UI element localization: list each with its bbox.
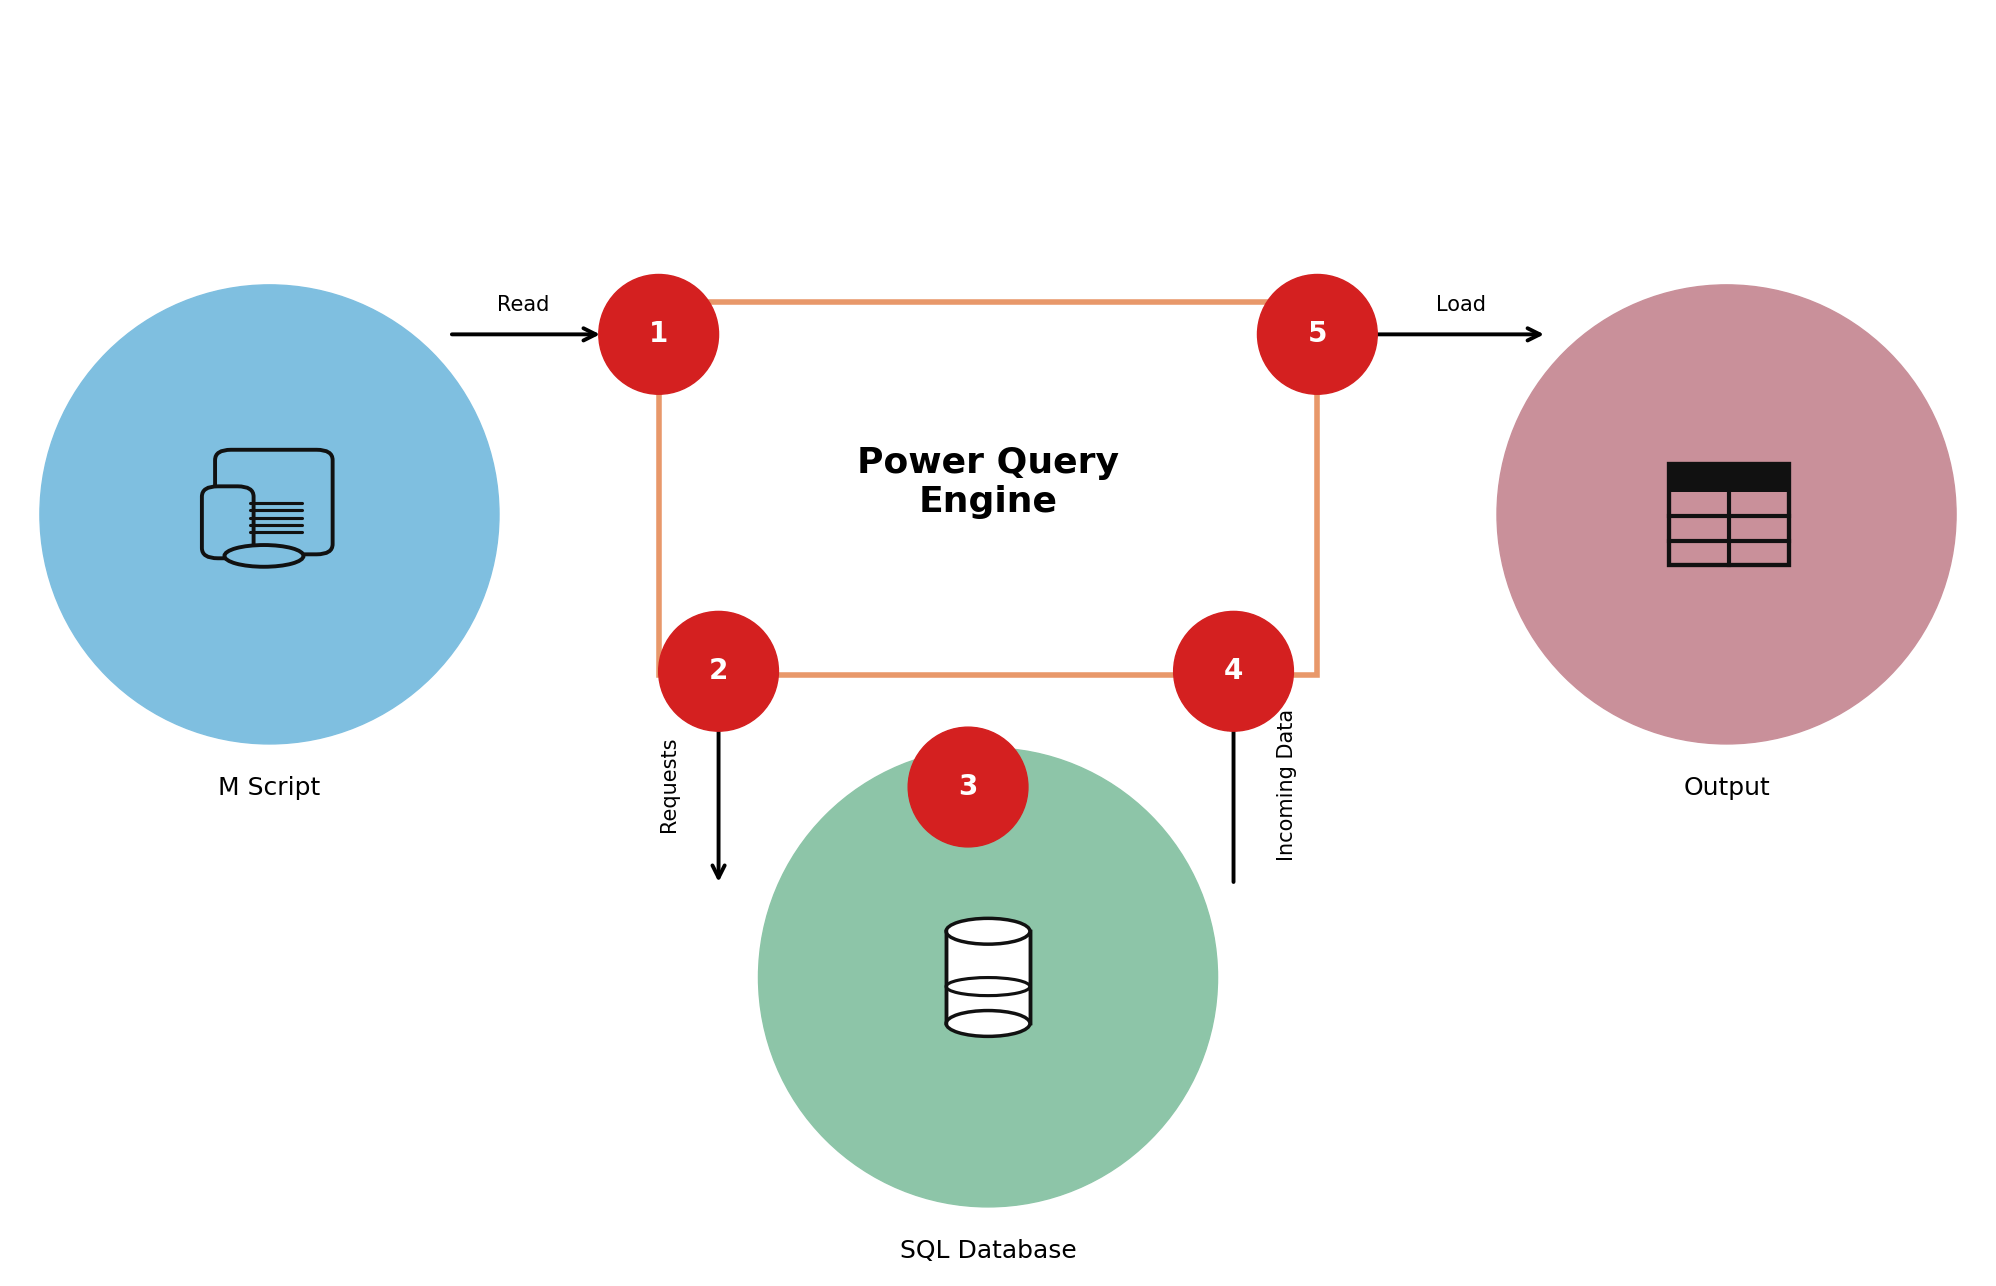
Ellipse shape [599, 274, 719, 395]
Bar [1669, 463, 1788, 566]
Text: 2: 2 [709, 657, 729, 685]
Text: 1: 1 [649, 320, 669, 349]
Text: Power Query
Engine: Power Query Engine [856, 445, 1120, 520]
Bar [1669, 463, 1788, 493]
Text: M Script: M Script [218, 775, 321, 800]
Ellipse shape [1497, 285, 1956, 743]
Ellipse shape [659, 611, 778, 732]
Text: Requests: Requests [659, 737, 679, 832]
Ellipse shape [946, 918, 1030, 944]
Ellipse shape [908, 727, 1028, 847]
Text: Incoming Data: Incoming Data [1277, 709, 1297, 860]
Text: 3: 3 [958, 773, 978, 801]
Text: 4: 4 [1224, 657, 1244, 685]
Bar [948, 931, 1028, 1024]
Bar [659, 302, 1317, 675]
FancyBboxPatch shape [202, 486, 253, 558]
Ellipse shape [40, 285, 499, 743]
Text: Load: Load [1435, 294, 1487, 315]
Text: Read: Read [497, 294, 549, 315]
FancyBboxPatch shape [216, 450, 333, 554]
Ellipse shape [946, 1011, 1030, 1037]
Ellipse shape [224, 545, 303, 567]
Text: SQL Database: SQL Database [900, 1238, 1076, 1263]
Ellipse shape [758, 748, 1218, 1206]
Ellipse shape [946, 977, 1030, 995]
Bar [946, 931, 1030, 1024]
Text: 5: 5 [1307, 320, 1327, 349]
Bar [1669, 463, 1788, 566]
Text: Output: Output [1683, 775, 1770, 800]
Ellipse shape [1257, 274, 1377, 395]
Ellipse shape [1174, 611, 1293, 732]
